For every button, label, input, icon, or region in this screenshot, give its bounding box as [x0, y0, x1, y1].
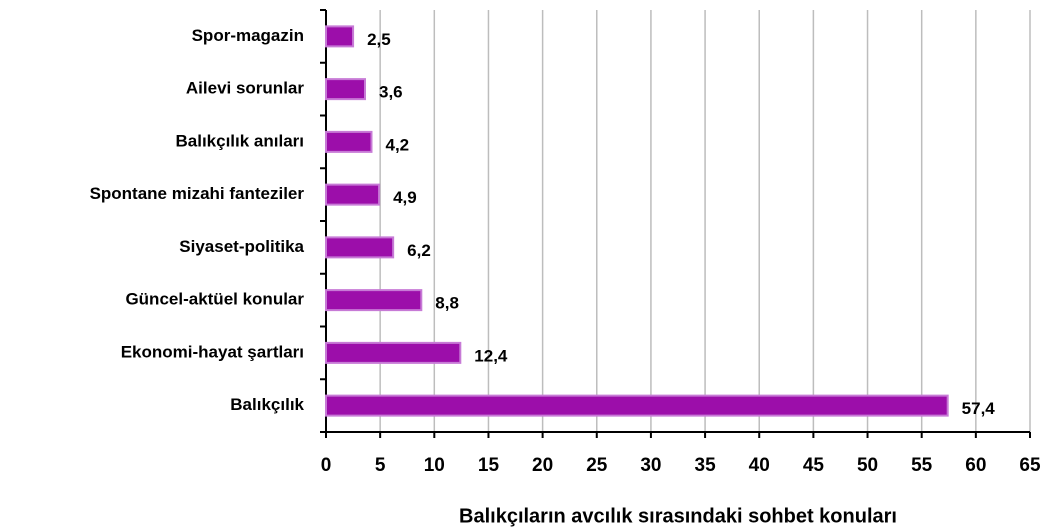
x-axis-title: Balıkçıların avcılık sırasındaki sohbet …: [459, 505, 897, 527]
y-tick-label: Güncel-aktüel konular: [125, 290, 304, 309]
x-tick-label: 20: [532, 455, 553, 476]
bar: [325, 183, 381, 206]
x-tick-label: 65: [1019, 455, 1041, 476]
data-label: 12,4: [474, 346, 508, 365]
x-tick-label: 60: [965, 455, 986, 476]
x-tick-label: 15: [478, 455, 500, 476]
bar: [325, 289, 423, 312]
y-tick-label: Ailevi sorunlar: [186, 79, 304, 98]
x-tick-label: 40: [749, 455, 770, 476]
bar: [325, 341, 462, 364]
x-tick-label: 35: [695, 455, 717, 476]
x-tick-label: 25: [586, 455, 608, 476]
y-tick-label: Spontane mizahi fanteziler: [90, 184, 305, 203]
data-label: 3,6: [379, 83, 403, 102]
data-label: 6,2: [407, 241, 431, 260]
y-tick-label: Ekonomi-hayat şartları: [121, 342, 304, 361]
bar: [325, 25, 355, 48]
x-tick-label: 45: [803, 455, 825, 476]
data-label: 2,5: [367, 30, 391, 49]
x-tick-label: 50: [857, 455, 878, 476]
bar: [325, 236, 395, 259]
data-label: 57,4: [962, 399, 996, 418]
y-tick-label: Balıkçılık anıları: [175, 131, 304, 150]
y-tick-label: Siyaset-politika: [179, 237, 304, 256]
y-tick-label: Spor-magazin: [192, 26, 304, 45]
x-tick-label: 55: [911, 455, 933, 476]
x-tick-label: 5: [375, 455, 386, 476]
bar: [325, 130, 373, 153]
y-tick-label: Balıkçılık: [230, 395, 304, 414]
x-tick-label: 10: [424, 455, 445, 476]
x-tick-label: 0: [321, 455, 332, 476]
data-label: 4,2: [385, 135, 409, 154]
bar: [325, 394, 949, 417]
x-tick-label: 30: [640, 455, 661, 476]
data-label: 4,9: [393, 188, 417, 207]
bar: [325, 78, 366, 101]
data-label: 8,8: [435, 294, 459, 313]
